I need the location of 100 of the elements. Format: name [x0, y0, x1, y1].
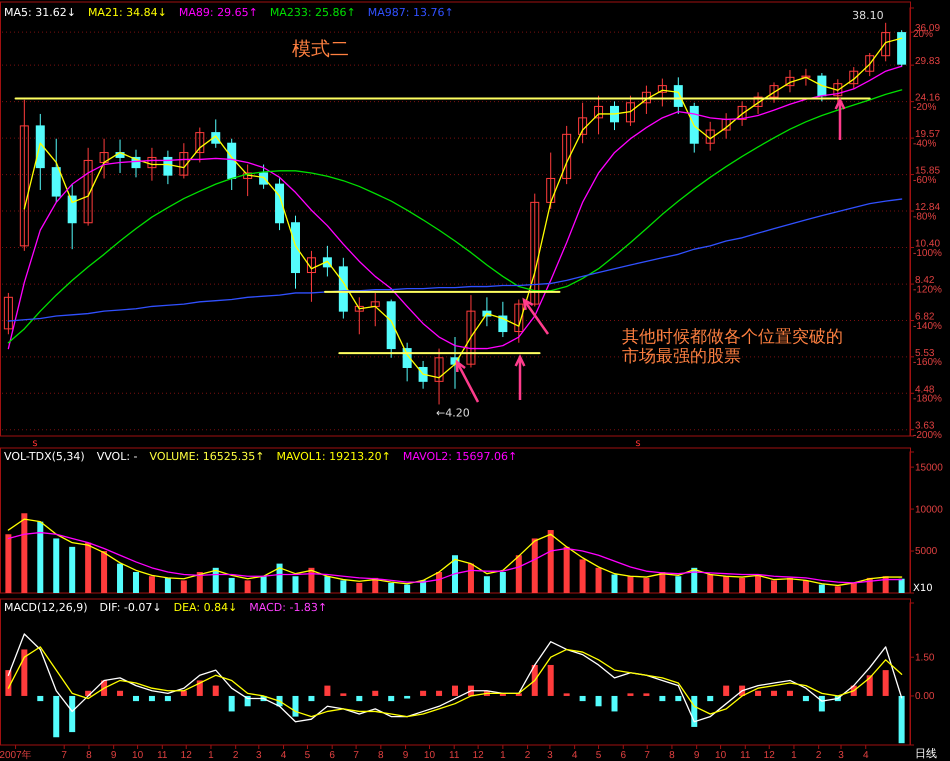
bar	[260, 576, 267, 593]
x-tick-label: 4	[280, 750, 287, 761]
bar	[53, 538, 60, 593]
x-tick-label: 5	[304, 750, 311, 761]
y2-tick-label: -140%	[913, 320, 942, 332]
bar	[627, 576, 634, 593]
x-tick-label: 9	[110, 750, 117, 761]
text: MA89: 29.65↑	[178, 6, 258, 19]
bar	[212, 686, 219, 696]
bar	[532, 538, 538, 593]
bar	[404, 584, 410, 593]
y-tick-label: 5.53	[915, 348, 935, 359]
annotation: MACD: -1.83↑	[249, 601, 328, 614]
annotation: VVOL: -	[96, 450, 138, 463]
bar	[420, 690, 426, 696]
x-tick-label: 8	[86, 750, 92, 761]
bar	[548, 530, 554, 593]
text: 日线	[915, 747, 937, 760]
bar	[452, 686, 458, 696]
bar	[180, 580, 187, 593]
bar	[612, 574, 618, 593]
bar	[21, 649, 28, 696]
text: DIF: -0.07↓	[100, 601, 162, 614]
bar	[802, 696, 809, 702]
bar	[388, 696, 394, 702]
text: s	[635, 438, 641, 449]
y2-tick-label: -80%	[913, 211, 936, 222]
bar	[707, 574, 714, 593]
bar	[739, 578, 746, 593]
bar	[132, 696, 139, 702]
bar	[516, 555, 522, 593]
x-tick-label: 1	[500, 750, 506, 761]
x-tick-label: 7	[353, 750, 360, 761]
bar	[898, 696, 905, 744]
bar	[308, 696, 314, 702]
bar	[228, 696, 235, 712]
bar	[643, 693, 650, 696]
bar	[101, 551, 108, 593]
text: MAVOL2: 15697.06↑	[402, 450, 518, 463]
bar	[818, 584, 825, 593]
y-tick-label: 19.57	[915, 129, 940, 140]
x-tick-label: 2	[232, 750, 239, 761]
bar	[659, 696, 666, 702]
line-series	[8, 646, 902, 718]
y-tick-label: 10000	[915, 504, 944, 516]
bar	[404, 696, 410, 699]
x-tick-label: 12	[180, 750, 192, 761]
y-tick-label: 8.42	[915, 275, 935, 286]
x-tick-label: 9	[402, 750, 409, 761]
text: DEA: 0.84↓	[174, 601, 238, 614]
x-tick-label: 5	[596, 750, 602, 761]
bar	[148, 576, 155, 593]
bar	[580, 696, 586, 702]
x-tick-label: 3	[838, 750, 844, 761]
bar	[755, 574, 762, 593]
y-tick-label: 12.84	[915, 202, 940, 214]
x-tick-label: 2007年	[0, 749, 32, 761]
y2-tick-label: 20%	[913, 29, 934, 40]
x-tick-label: 11	[449, 750, 460, 761]
bar	[5, 534, 12, 593]
x-tick-label: 7	[61, 750, 68, 761]
annotation: MACD(12,26,9)	[4, 601, 88, 614]
text: X10	[913, 583, 933, 594]
bar	[484, 576, 490, 593]
line-series	[8, 633, 902, 722]
x-tick-label: 10	[424, 750, 436, 761]
bar	[723, 576, 730, 593]
annotation: VOLUME: 16525.35↑	[150, 450, 264, 463]
y-tick-label: 29.83	[915, 56, 940, 68]
x-tick-label: 4	[862, 750, 869, 761]
bar	[898, 578, 905, 593]
x-tick-label: 2	[816, 750, 822, 761]
bar	[340, 693, 346, 696]
bar	[356, 696, 362, 702]
bar	[117, 564, 124, 593]
bar	[771, 690, 778, 696]
y2-tick-label: -60%	[913, 174, 936, 186]
bar	[468, 564, 474, 593]
bar	[164, 696, 171, 702]
bar	[292, 696, 298, 717]
bar	[786, 690, 793, 696]
x-tick-label: 11	[740, 750, 751, 761]
y2-tick-label: -180%	[913, 394, 942, 405]
bar	[228, 578, 235, 593]
y2-tick-label: -120%	[913, 284, 942, 296]
bar	[117, 690, 124, 696]
bar	[69, 546, 76, 593]
y-tick-label: 15000	[915, 462, 944, 474]
bar	[548, 664, 554, 696]
bar	[675, 696, 682, 702]
bar	[612, 696, 618, 712]
bar	[37, 696, 44, 702]
bar	[500, 572, 506, 593]
bar	[580, 559, 586, 593]
y2-tick-label: -40%	[913, 138, 936, 150]
bar	[755, 690, 762, 696]
x-tick-label: 6	[620, 750, 626, 761]
y2-tick-label: -100%	[913, 248, 942, 259]
bar	[771, 580, 778, 593]
bar	[372, 690, 378, 696]
